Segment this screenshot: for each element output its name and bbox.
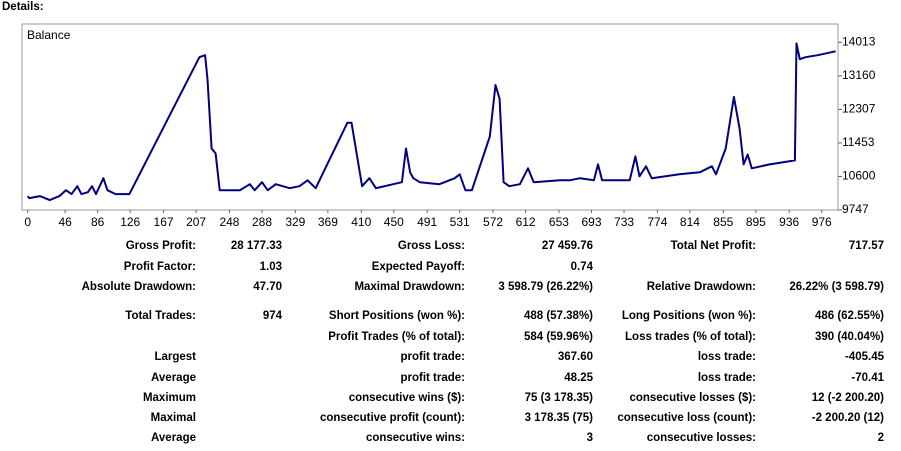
field-label: Relative Drawdown: xyxy=(647,281,756,293)
field-label: Profit Trades (% of total): xyxy=(328,331,465,343)
y-tick-label: 12307 xyxy=(842,102,876,116)
field-label: Loss trades (% of total): xyxy=(625,331,756,343)
field-label: Maximal xyxy=(151,412,196,424)
x-tick-label: 167 xyxy=(154,215,174,229)
section-title: Details: xyxy=(2,1,44,13)
field-value: 2 xyxy=(878,432,884,444)
field-label: Maximal Drawdown: xyxy=(354,281,465,293)
x-tick-label: 329 xyxy=(285,215,305,229)
field-value: -70.41 xyxy=(851,372,884,384)
field-label: Total Trades: xyxy=(125,310,196,322)
x-tick-label: 369 xyxy=(318,215,338,229)
field-value: -405.45 xyxy=(845,351,885,363)
field-label: Short Positions (won %): xyxy=(329,310,465,322)
field-label: Expected Payoff: xyxy=(372,261,465,273)
x-tick-label: 693 xyxy=(581,215,601,229)
x-tick-label: 410 xyxy=(351,215,371,229)
x-tick-label: 855 xyxy=(713,215,733,229)
field-label: consecutive losses: xyxy=(647,432,756,444)
x-tick-label: 612 xyxy=(516,215,536,229)
x-tick-label: 653 xyxy=(549,215,569,229)
field-value: 584 (59.96%) xyxy=(524,331,593,343)
y-tick-label: 10600 xyxy=(842,169,876,183)
y-tick-label: 13160 xyxy=(842,68,876,82)
field-label: consecutive losses ($): xyxy=(629,392,756,404)
x-tick-label: 0 xyxy=(24,215,31,229)
field-label: Long Positions (won %): xyxy=(622,310,756,322)
field-value: -2 200.20 (12) xyxy=(812,412,884,424)
field-value: 974 xyxy=(263,310,283,322)
field-label: loss trade: xyxy=(698,351,756,363)
x-tick-label: 976 xyxy=(812,215,832,229)
field-label: consecutive profit (count): xyxy=(320,412,465,424)
field-label: consecutive wins: xyxy=(366,432,465,444)
field-label: Profit Factor: xyxy=(124,261,196,273)
field-label: loss trade: xyxy=(698,372,756,384)
x-tick-label: 733 xyxy=(614,215,634,229)
field-label: Gross Profit: xyxy=(126,240,196,252)
field-value: 3 598.79 (26.22%) xyxy=(498,281,593,293)
field-value: 1.03 xyxy=(260,261,282,273)
field-label: Maximum xyxy=(143,392,196,404)
x-tick-label: 531 xyxy=(450,215,470,229)
field-value: 28 177.33 xyxy=(231,240,282,252)
series-label: Balance xyxy=(27,28,71,42)
x-tick-label: 207 xyxy=(186,215,206,229)
balance-line xyxy=(26,42,836,202)
x-tick-label: 46 xyxy=(58,215,72,229)
x-tick-label: 814 xyxy=(680,215,700,229)
field-value: 0.74 xyxy=(571,261,594,273)
field-value: 47.70 xyxy=(253,281,282,293)
field-value: 486 (62.55%) xyxy=(815,310,884,322)
x-tick-label: 895 xyxy=(746,215,766,229)
field-value: 488 (57.38%) xyxy=(524,310,593,322)
field-label: profit trade: xyxy=(400,351,465,363)
field-label: consecutive wins ($): xyxy=(349,392,465,404)
x-tick-label: 774 xyxy=(647,215,667,229)
x-tick-label: 936 xyxy=(779,215,799,229)
field-label: Gross Loss: xyxy=(398,240,465,252)
x-tick-label: 248 xyxy=(219,215,239,229)
field-label: Average xyxy=(151,432,196,444)
field-label: Absolute Drawdown: xyxy=(82,281,196,293)
field-value: 3 xyxy=(587,432,593,444)
x-tick-label: 450 xyxy=(384,215,404,229)
field-value: 3 178.35 (75) xyxy=(525,412,594,424)
field-label: consecutive loss (count): xyxy=(617,412,756,424)
field-value: 717.57 xyxy=(849,240,884,252)
field-value: 12 (-2 200.20) xyxy=(812,392,884,404)
field-value: 48.25 xyxy=(564,372,593,384)
field-label: Total Net Profit: xyxy=(671,240,756,252)
field-value: 367.60 xyxy=(558,351,593,363)
x-tick-label: 86 xyxy=(91,215,105,229)
y-tick-label: 9747 xyxy=(842,202,869,216)
y-tick-label: 11453 xyxy=(842,135,875,149)
field-value: 26.22% (3 598.79) xyxy=(789,281,884,293)
field-value: 390 (40.04%) xyxy=(815,331,884,343)
x-tick-label: 491 xyxy=(417,215,437,229)
x-tick-label: 126 xyxy=(120,215,140,229)
x-tick-label: 572 xyxy=(483,215,503,229)
chart-frame xyxy=(21,23,839,211)
x-tick-label: 288 xyxy=(252,215,272,229)
y-tick-label: 14013 xyxy=(842,35,876,49)
field-label: Largest xyxy=(154,351,196,363)
field-value: 75 (3 178.35) xyxy=(525,392,594,404)
field-label: profit trade: xyxy=(400,372,465,384)
field-value: 27 459.76 xyxy=(542,240,593,252)
field-label: Average xyxy=(151,372,196,384)
